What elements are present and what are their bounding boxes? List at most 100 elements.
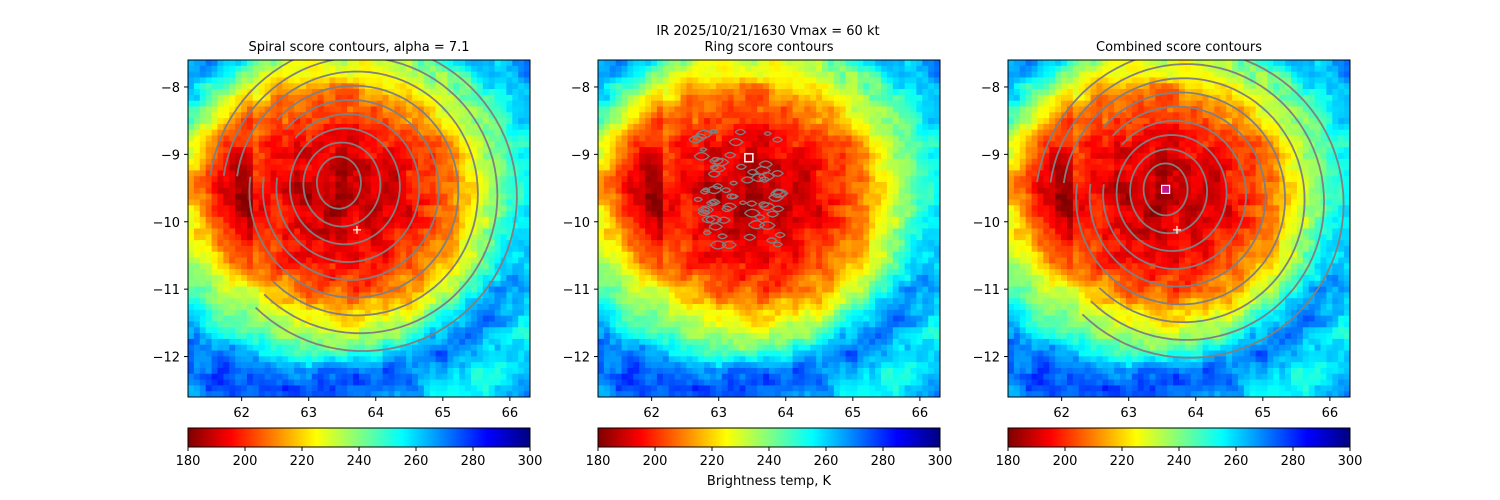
y-tick-label: −11 (153, 283, 180, 298)
x-tick-label: 64 (777, 406, 794, 421)
contour-line (275, 113, 421, 264)
contour-fragment (712, 183, 724, 190)
contour-line (1129, 148, 1209, 235)
contour-fragment (699, 147, 708, 152)
contour-line (1049, 63, 1326, 341)
contour-fragment (706, 185, 723, 195)
contour-line (1115, 134, 1228, 252)
x-tick-label: 63 (710, 406, 727, 421)
contour-fragment (724, 151, 737, 159)
heatmap (1008, 60, 1350, 397)
contour-fragment (702, 230, 712, 236)
contour-fragment (722, 202, 738, 211)
contour-line (222, 60, 499, 335)
contour-line (288, 127, 401, 246)
axes-frame (187, 59, 531, 398)
contours (1036, 60, 1345, 359)
colorbar-tick-label: 220 (1110, 454, 1135, 469)
contour-fragment (768, 193, 784, 202)
colorbar-tick-label: 220 (290, 454, 315, 469)
contour-fragment (693, 196, 704, 203)
contour-fragment (774, 231, 786, 239)
contour-fragment (759, 176, 771, 183)
heatmap (188, 60, 530, 397)
contour-fragment (721, 187, 732, 194)
y-tick-label: −9 (161, 148, 180, 163)
contour-fragment (701, 187, 711, 193)
colorbar-tick-label: 300 (928, 454, 953, 469)
contour-fragment (709, 129, 717, 134)
contour-fragment (758, 201, 770, 208)
contour-fragment (748, 220, 766, 230)
colorbar-tick-label: 280 (1281, 454, 1306, 469)
panels: Spiral score contours, alpha = 7.1 62 63 64… (153, 40, 1363, 469)
center-plus-marker (352, 225, 361, 234)
y-tick-label: −10 (563, 216, 590, 231)
contour-fragment (744, 208, 761, 218)
center-plus-marker (1172, 225, 1181, 234)
colorbar-tick-label: 220 (700, 454, 725, 469)
contour-fragment (771, 205, 785, 213)
panel-title: Combined score contours (1096, 40, 1262, 55)
axes-frame (597, 59, 941, 398)
contour-line (1142, 162, 1189, 217)
x-tick-label: 65 (845, 406, 862, 421)
x-tick-label: 63 (300, 406, 317, 421)
colorbar-tick-label: 240 (757, 454, 782, 469)
x-tick-label: 63 (1120, 406, 1137, 421)
colorbar-tick-label: 180 (586, 454, 611, 469)
colorbar-tick-label: 280 (461, 454, 486, 469)
contour-fragment (729, 180, 739, 186)
x-tick-label: 66 (502, 406, 519, 421)
contour-fragment (710, 129, 720, 134)
contour-line (236, 70, 479, 317)
contour-fragment (697, 205, 715, 215)
colorbar-tick-label: 200 (1053, 454, 1078, 469)
colorbar-tick-label: 200 (233, 454, 258, 469)
colorbar-tick-label: 300 (518, 454, 543, 469)
x-tick-label: 64 (367, 406, 384, 421)
contour-line (261, 98, 440, 281)
y-tick-label: −10 (973, 216, 1000, 231)
contour-fragment (758, 160, 774, 169)
x-tick-label: 62 (1053, 406, 1070, 421)
y-tick-label: −9 (571, 148, 590, 163)
y-tick-label: −9 (981, 148, 1000, 163)
contour-fragment (746, 200, 758, 207)
contour-fragment (747, 168, 759, 176)
colorbar-tick-label: 300 (1338, 454, 1363, 469)
contour-line (1102, 119, 1248, 270)
contour-fragment (709, 240, 727, 250)
colorbar-tick-label: 260 (814, 454, 839, 469)
panel-title: Ring score contours (704, 40, 833, 55)
contour-line (209, 60, 518, 352)
panel-1: Spiral score contours, alpha = 7.1 62 63 64… (153, 40, 543, 469)
contour-fragment (693, 151, 711, 161)
contour-fragment (717, 233, 728, 240)
contour-fragment (758, 221, 776, 230)
contour-fragment (739, 200, 748, 206)
contour-fragment (713, 157, 730, 167)
x-tick-label: 65 (1255, 406, 1272, 421)
contour-fragment (766, 237, 778, 244)
x-tick-label: 62 (233, 406, 250, 421)
contour-fragment (758, 171, 776, 181)
contour-fragment (772, 136, 784, 143)
contour-fragment (743, 233, 757, 241)
colorbar-tick-label: 280 (871, 454, 896, 469)
contours (688, 128, 789, 250)
colorbar-tick-label: 240 (347, 454, 372, 469)
contour-fragment (693, 133, 708, 142)
contour-fragment (734, 128, 747, 136)
contour-fragment (721, 240, 738, 250)
contour-fragment (717, 216, 731, 224)
colorbar-label: Brightness temp, K (707, 474, 832, 489)
y-tick-label: −8 (571, 81, 590, 96)
contour-fragment (772, 188, 785, 196)
contour-line (316, 155, 362, 210)
panel-title: Spiral score contours, alpha = 7.1 (248, 40, 469, 55)
colorbar-tick-label: 180 (996, 454, 1021, 469)
contour-fragment (728, 138, 744, 147)
y-tick-label: −8 (981, 81, 1000, 96)
